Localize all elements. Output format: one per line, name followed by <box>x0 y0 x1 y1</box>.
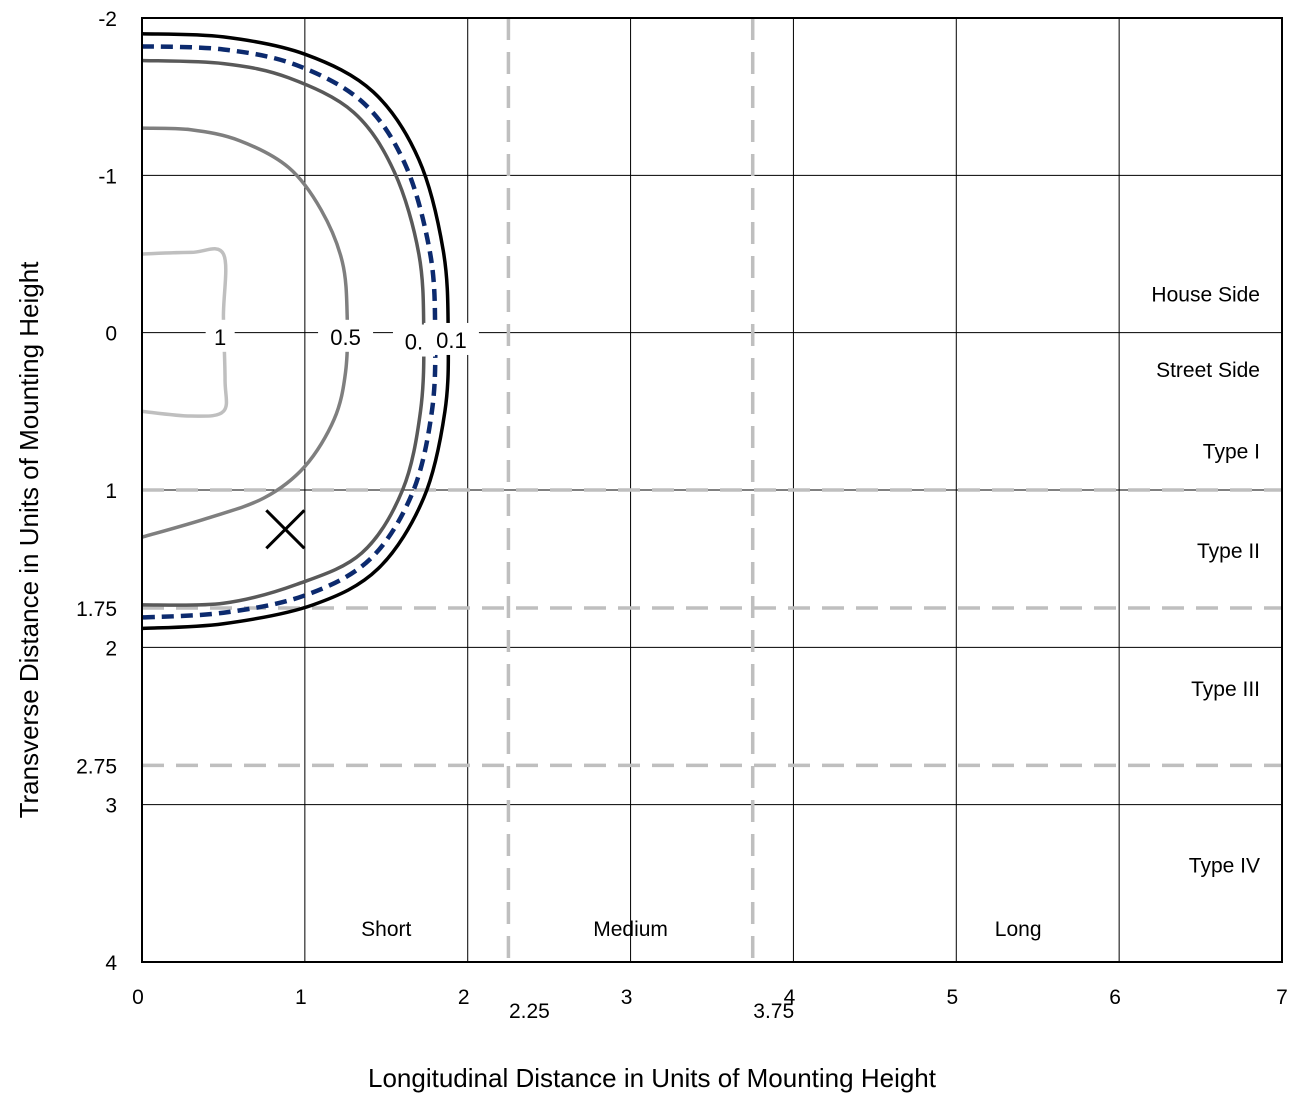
x-tick-label: 2.25 <box>509 1000 550 1023</box>
y-tick-label: 0 <box>105 323 117 346</box>
contour-label: 0.5 <box>330 325 361 350</box>
classification-lines <box>142 18 1282 962</box>
x-tick-label: 4 <box>784 986 796 1009</box>
region-label-range: Long <box>995 918 1042 941</box>
region-label-type: Type IV <box>1189 854 1260 877</box>
contour-label-background <box>423 322 479 355</box>
grid-layer <box>142 18 1282 962</box>
region-label-type: Type II <box>1197 540 1260 563</box>
isolux-contour-line <box>141 126 350 539</box>
contour-label-background <box>318 319 374 352</box>
contour-label-background <box>205 319 235 352</box>
region-label-type: House Side <box>1151 283 1260 306</box>
contour-label: 1 <box>214 325 226 350</box>
x-tick-label: 6 <box>1109 986 1121 1009</box>
y-tick-label: 2.75 <box>76 755 117 778</box>
contour-label: 0.1 <box>436 328 467 353</box>
x-axis-title: Longitudinal Distance in Units of Mounti… <box>368 1063 937 1093</box>
region-label-range: Medium <box>593 918 668 941</box>
annotation-labels: 1 0.5 0. 0.1 House Side Street Side Type I Type… <box>205 283 1260 941</box>
y-tick-label: -2 <box>98 8 117 31</box>
x-tick-label: 2 <box>458 986 470 1009</box>
x-tick-label: 0 <box>132 986 144 1009</box>
region-label-type: Type III <box>1191 678 1260 701</box>
x-tick-label: 1 <box>295 986 307 1009</box>
x-tick-label: 7 <box>1276 986 1288 1009</box>
x-tick-label: 5 <box>946 986 958 1009</box>
y-tick-label: 1.75 <box>76 598 117 621</box>
y-tick-label: -1 <box>98 165 117 188</box>
max-candela-marker <box>265 509 306 550</box>
region-label-range: Short <box>361 918 411 941</box>
y-tick-label: 2 <box>105 637 117 660</box>
plot-frame <box>141 17 1283 963</box>
region-label-type: Street Side <box>1156 359 1260 382</box>
x-tick-label: 3.75 <box>753 1000 794 1023</box>
y-tick-label: 3 <box>105 795 117 818</box>
y-tick-label: 4 <box>105 952 117 975</box>
y-axis-title: Transverse Distance in Units of Mounting… <box>14 261 44 819</box>
contour-label: 0. <box>405 330 423 355</box>
y-tick-label: 1 <box>105 480 117 503</box>
x-tick-label: 3 <box>621 986 633 1009</box>
region-label-type: Type I <box>1203 441 1260 464</box>
